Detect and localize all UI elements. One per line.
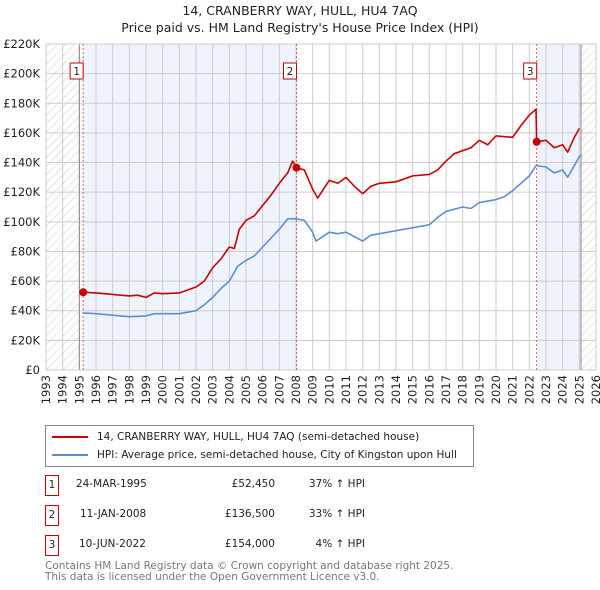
- transaction-price: £52,450: [231, 478, 275, 490]
- x-tick-label: 2011: [339, 375, 353, 404]
- x-tick-label: 1995: [72, 375, 86, 404]
- transaction-row: 3 10-JUN-2022 £154,000 4% ↑ HPI: [45, 535, 445, 556]
- attribution-line-1: Contains HM Land Registry data © Crown c…: [45, 560, 454, 572]
- sale-label-box: [283, 62, 297, 80]
- legend: 14, CRANBERRY WAY, HULL, HU4 7AQ (semi-d…: [45, 425, 474, 467]
- x-tick-label: 2005: [239, 375, 253, 404]
- x-tick-label: 2024: [556, 375, 570, 404]
- y-tick-label: £160K: [3, 126, 40, 140]
- plot-frame: [45, 43, 597, 371]
- x-tick-label: 2020: [489, 375, 503, 404]
- transaction-row: 2 11-JAN-2008 £136,500 33% ↑ HPI: [45, 505, 445, 526]
- y-tick-label: £180K: [3, 96, 40, 110]
- y-tick-label: £120K: [3, 185, 40, 199]
- no-data-hatch: [581, 44, 596, 370]
- y-tick-label: £20K: [11, 333, 41, 347]
- x-tick-label: 2012: [356, 375, 370, 404]
- x-tick-label: 2026: [589, 375, 600, 404]
- transaction-marker: 2: [45, 505, 59, 526]
- y-tick-label: £200K: [3, 67, 40, 81]
- legend-item-price: 14, CRANBERRY WAY, HULL, HU4 7AQ (semi-d…: [52, 429, 419, 445]
- title-line-2: Price paid vs. HM Land Registry's House …: [121, 20, 479, 35]
- transaction-date: 11-JAN-2008: [80, 508, 147, 520]
- x-tick-label: 2007: [272, 375, 286, 404]
- y-tick-label: £140K: [3, 156, 40, 170]
- x-tick-label: 2003: [206, 375, 220, 404]
- x-tick-label: 2021: [506, 375, 520, 404]
- x-tick-label: 2016: [422, 375, 436, 404]
- x-tick-label: 2006: [256, 375, 270, 404]
- attribution: Contains HM Land Registry data © Crown c…: [45, 561, 453, 583]
- transaction-hpi: 37% ↑ HPI: [308, 478, 365, 490]
- ownership-band: [536, 44, 581, 370]
- transaction-marker: 1: [45, 475, 59, 496]
- x-tick-label: 2010: [322, 375, 336, 404]
- x-tick-label: 2013: [372, 375, 386, 404]
- sale-label-box: [69, 62, 84, 80]
- x-tick-label: 1998: [122, 375, 136, 404]
- title-line-1: 14, CRANBERRY WAY, HULL, HU4 7AQ: [182, 3, 418, 18]
- transaction-hpi: 4% ↑ HPI: [315, 538, 365, 550]
- x-tick-label: 2001: [172, 375, 186, 404]
- sale-label: 2: [287, 66, 294, 78]
- y-tick-label: £60K: [11, 274, 41, 288]
- chart-title: 14, CRANBERRY WAY, HULL, HU4 7AQ Price p…: [0, 2, 600, 36]
- price_paid-series-line: [83, 108, 581, 299]
- x-tick-label: 2019: [472, 375, 486, 404]
- x-tick-label: 2009: [306, 375, 320, 404]
- price-chart: 1993 1994 1995 1996 1997 1998 1999 2000 2001 2002…: [3, 37, 600, 404]
- x-tick-label: 2004: [222, 375, 236, 404]
- y-tick-label: £40K: [11, 304, 41, 318]
- transaction-date: 10-JUN-2022: [79, 538, 146, 550]
- legend-hpi-label: HPI: Average price, semi-detached house,…: [97, 449, 457, 461]
- x-tick-label: 2022: [522, 375, 536, 404]
- attribution-line-2: This data is licensed under the Open Gov…: [45, 571, 380, 583]
- x-tick-label: 2018: [456, 375, 470, 404]
- x-tick-label: 1997: [106, 375, 120, 404]
- sale-point: [292, 163, 301, 172]
- x-tick-label: 2023: [539, 375, 553, 404]
- sale-label: 1: [73, 66, 80, 78]
- sale-label-box: [523, 62, 538, 80]
- transaction-marker: 3: [45, 535, 59, 556]
- y-tick-label: £80K: [11, 244, 41, 258]
- transaction-price: £136,500: [224, 508, 275, 520]
- transaction-row: 1 24-MAR-1995 £52,450 37% ↑ HPI: [45, 475, 445, 496]
- x-tick-label: 2014: [389, 375, 403, 404]
- y-tick-label: £100K: [3, 215, 40, 229]
- x-tick-label: 1999: [139, 375, 153, 404]
- legend-item-hpi: HPI: Average price, semi-detached house,…: [52, 447, 457, 463]
- x-tick-label: 2002: [189, 375, 203, 404]
- transaction-hpi: 33% ↑ HPI: [308, 508, 365, 520]
- sale-label: 3: [527, 66, 534, 78]
- x-tick-label: 1994: [56, 375, 70, 404]
- x-tick-label: 2015: [406, 375, 420, 404]
- sale-point: [79, 288, 88, 297]
- y-tick-label: £220K: [3, 37, 40, 51]
- x-tick-label: 2017: [439, 375, 453, 404]
- x-tick-label: 1996: [89, 375, 103, 404]
- x-tick-label: 2008: [289, 375, 303, 404]
- x-tick-label: 2025: [572, 375, 586, 404]
- blue-line-swatch: [52, 454, 88, 456]
- transaction-date: 24-MAR-1995: [76, 478, 147, 490]
- y-tick-label: £0: [25, 363, 40, 377]
- hpi-series-line: [82, 154, 582, 318]
- sale-point: [532, 137, 541, 146]
- x-tick-label: 1993: [39, 375, 53, 404]
- ownership-band: [83, 44, 297, 370]
- x-tick-label: 2000: [156, 375, 170, 404]
- red-line-swatch: [52, 436, 88, 438]
- legend-price-label: 14, CRANBERRY WAY, HULL, HU4 7AQ (semi-d…: [97, 431, 420, 443]
- transaction-price: £154,000: [224, 538, 275, 550]
